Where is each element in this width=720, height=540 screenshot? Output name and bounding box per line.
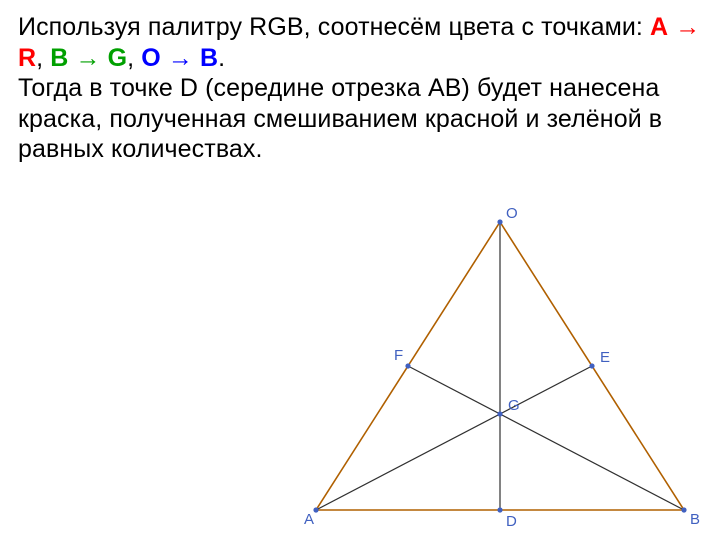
description-text: Используя палитру RGB, соотнесём цвета с… [18, 12, 702, 165]
map-G: G [108, 44, 128, 72]
map-A: A [650, 13, 668, 41]
point-G [497, 411, 502, 416]
label-A: A [304, 511, 314, 528]
period: . [218, 44, 225, 72]
label-B: B [690, 511, 700, 528]
median-AE [316, 366, 592, 510]
label-G: G [508, 397, 520, 414]
map-O: O [141, 44, 161, 72]
page: Используя палитру RGB, соотнесём цвета с… [0, 0, 720, 540]
label-F: F [394, 347, 403, 364]
arrow2: → [75, 44, 100, 72]
point-F [405, 363, 410, 368]
labels-group: A B O D E F G [304, 205, 700, 530]
medians-group [316, 222, 684, 510]
label-E: E [600, 349, 610, 366]
point-A [313, 507, 318, 512]
point-B [681, 507, 686, 512]
sep1: , [36, 44, 43, 72]
map-Bpt: B [50, 44, 68, 72]
map-R: R [18, 44, 36, 72]
arrow1: → [675, 13, 700, 41]
triangle-svg: ABODEFG [296, 210, 704, 530]
point-E [589, 363, 594, 368]
label-D: D [506, 513, 517, 530]
map-Bch: B [200, 44, 218, 72]
label-O: O [506, 205, 518, 222]
line2: Тогда в точке D (середине отрезка AB) бу… [18, 74, 662, 163]
sep2: , [127, 44, 134, 72]
median-BF [408, 366, 684, 510]
point-O [497, 219, 502, 224]
intro-text: Используя палитру RGB, соотнесём цвета с… [18, 13, 643, 41]
arrow3: → [168, 44, 193, 72]
triangle-diagram: ABODEFG [296, 210, 704, 530]
point-D [497, 507, 502, 512]
